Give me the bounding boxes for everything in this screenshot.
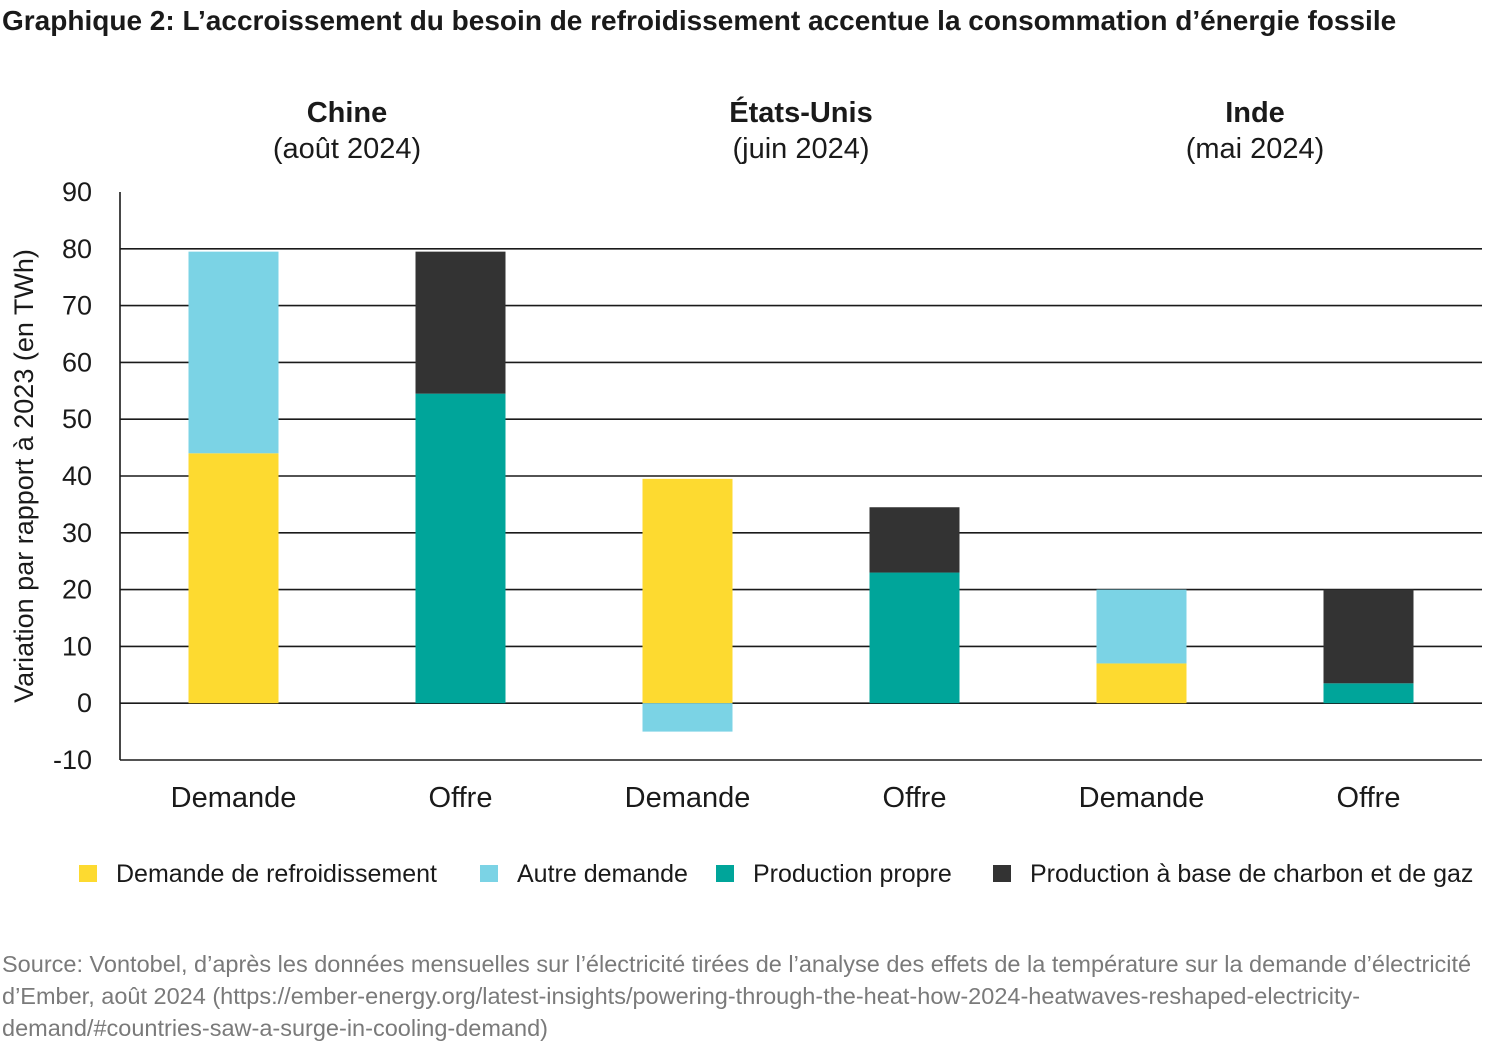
group-period: (août 2024) xyxy=(273,133,421,165)
bar-segment xyxy=(415,251,506,394)
legend-label: Production propre xyxy=(753,860,952,888)
bar-segment xyxy=(869,507,960,573)
group-period: (mai 2024) xyxy=(1186,133,1325,165)
x-category-label: Demande xyxy=(1079,782,1205,814)
x-category-label: Offre xyxy=(883,782,947,814)
bar-segment xyxy=(869,572,960,704)
bar-segment xyxy=(188,453,279,704)
group-name: Chine xyxy=(307,97,388,129)
group-name: Inde xyxy=(1225,97,1285,129)
legend-swatch xyxy=(79,865,97,882)
bar-segment xyxy=(642,703,733,732)
bar-segment xyxy=(1096,589,1187,664)
legend-swatch xyxy=(480,865,498,882)
y-tick-label: -10 xyxy=(53,745,92,775)
x-category-label: Demande xyxy=(625,782,751,814)
bar-segment xyxy=(1096,663,1187,704)
bar-segment xyxy=(188,251,279,454)
y-tick-label: 10 xyxy=(62,631,92,661)
y-tick-label: 50 xyxy=(62,404,92,434)
chart: Variation par rapport à 2023 (en TWh) 90… xyxy=(9,95,1482,888)
legend-swatch xyxy=(716,865,734,882)
legend-label: Demande de refroidissement xyxy=(116,860,437,888)
source-note: Source: Vontobel, d’après les données me… xyxy=(2,951,1472,1041)
y-tick-label: 20 xyxy=(62,575,92,605)
y-tick-label: 80 xyxy=(62,234,92,264)
legend-swatch xyxy=(993,865,1011,882)
y-tick-label: 40 xyxy=(62,461,92,491)
y-axis-label: Variation par rapport à 2023 (en TWh) xyxy=(9,249,39,703)
y-tick-label: 0 xyxy=(77,688,92,718)
x-category-label: Offre xyxy=(1337,782,1401,814)
group-name: États-Unis xyxy=(729,95,872,129)
legend-label: Production à base de charbon et de gaz xyxy=(1030,860,1473,888)
y-tick-label: 70 xyxy=(62,291,92,321)
bar-segment xyxy=(1323,683,1414,704)
y-tick-label: 90 xyxy=(62,177,92,207)
legend-label: Autre demande xyxy=(517,860,688,888)
y-tick-label: 60 xyxy=(62,347,92,377)
y-tick-label: 30 xyxy=(62,518,92,548)
bar-segment xyxy=(1323,589,1414,684)
bar-segment xyxy=(642,478,733,704)
chart-title: Graphique 2: L’accroissement du besoin d… xyxy=(2,5,1397,36)
bar-segment xyxy=(415,393,506,704)
x-category-label: Offre xyxy=(429,782,493,814)
x-category-label: Demande xyxy=(171,782,297,814)
group-period: (juin 2024) xyxy=(732,133,869,165)
